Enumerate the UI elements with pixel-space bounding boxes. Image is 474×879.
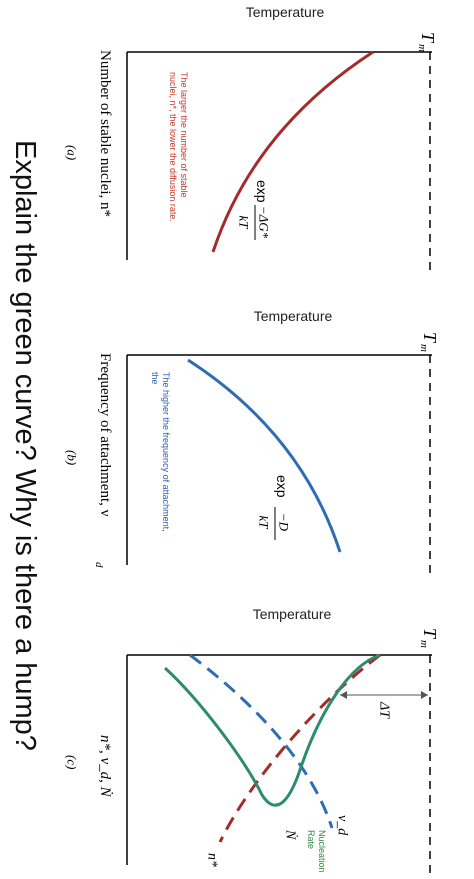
note: the [150,372,160,385]
axis-top: Temperature [254,308,333,324]
curve [187,358,342,553]
label-n: n* [205,853,220,867]
delta-label: ΔT [377,701,392,719]
note: nuclei, n*, the lower the diffusion rate… [168,72,178,222]
formula-num: −ΔG* [257,206,272,239]
formula-den: kT [237,216,252,230]
panel-c: Temperature T m ΔT n*, ν_d, Ṅ (c) n* Ṅ ν… [65,606,440,877]
note: The larger the number of stable [179,72,189,198]
tm: T [420,628,440,640]
axis-top: Temperature [246,4,325,20]
curve-v [189,653,334,829]
tag: (b) [65,450,80,465]
tag: (a) [65,145,80,160]
curve-rate [163,653,381,807]
axis-top: Temperature [253,606,332,622]
tm: T [420,332,440,344]
formula-num: −D [277,513,292,532]
formula-den: kT [257,516,272,530]
label-v: ν_d [335,815,350,836]
tm-sub: m [418,640,430,648]
panel-a: Temperature T m Number of stable nuclei,… [65,4,438,272]
tm-sub: m [416,44,428,52]
rate-label: Nucleation [317,830,327,873]
tm-sub: m [418,344,430,352]
axis-left: Frequency of attachment, ν [97,353,113,517]
rate-label: Rate [306,830,316,849]
tm: T [418,32,438,44]
label-N: Ṅ [283,829,299,840]
axis-left-sub: d [93,562,105,568]
formula-exp: exp [254,180,270,203]
curve-n [218,653,381,843]
tag: (c) [65,755,80,769]
panel-b: Temperature T m Frequency of attachment,… [65,308,440,577]
curve [211,50,374,253]
formula-exp: exp [274,475,290,498]
axis-left: n*, ν_d, Ṅ [97,735,113,798]
note: The higher the frequency of attachment, [161,372,171,532]
axis-left: Number of stable nuclei, n* [97,50,113,217]
question: Explain the green curve? Why is there a … [9,140,41,751]
